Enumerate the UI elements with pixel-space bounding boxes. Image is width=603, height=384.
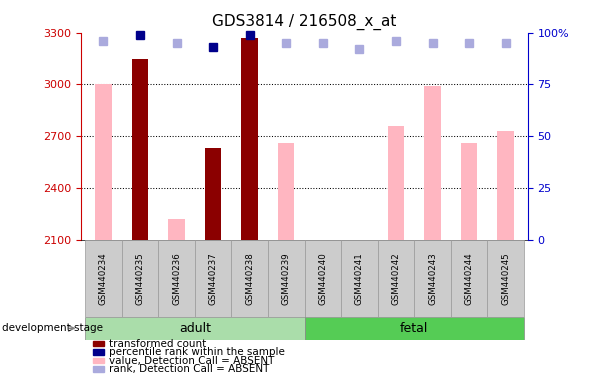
Text: percentile rank within the sample: percentile rank within the sample — [109, 347, 285, 357]
Bar — [205, 149, 221, 240]
Text: GSM440240: GSM440240 — [318, 252, 327, 305]
Title: GDS3814 / 216508_x_at: GDS3814 / 216508_x_at — [212, 14, 397, 30]
Text: GSM440245: GSM440245 — [501, 252, 510, 305]
Bar — [241, 38, 258, 240]
Bar — [158, 240, 195, 317]
Text: GSM440235: GSM440235 — [136, 252, 145, 305]
Bar — [388, 126, 404, 240]
Bar — [497, 131, 514, 240]
Text: GSM440239: GSM440239 — [282, 252, 291, 305]
Text: GSM440242: GSM440242 — [391, 252, 400, 305]
Bar — [93, 358, 104, 363]
Bar — [268, 240, 305, 317]
Bar — [85, 317, 305, 340]
Text: GSM440237: GSM440237 — [209, 252, 218, 305]
Bar — [487, 240, 524, 317]
Bar — [195, 240, 232, 317]
Bar — [414, 240, 451, 317]
Bar — [305, 240, 341, 317]
Bar — [305, 317, 524, 340]
Text: transformed count: transformed count — [109, 339, 206, 349]
Text: value, Detection Call = ABSENT: value, Detection Call = ABSENT — [109, 356, 274, 366]
Text: fetal: fetal — [400, 322, 428, 335]
Text: GSM440244: GSM440244 — [464, 252, 473, 305]
Bar — [131, 59, 148, 240]
Text: GSM440234: GSM440234 — [99, 252, 108, 305]
Bar — [85, 240, 122, 317]
Bar — [168, 219, 185, 240]
Text: development stage: development stage — [2, 323, 103, 333]
Bar — [93, 366, 104, 372]
Bar — [278, 143, 294, 240]
Text: adult: adult — [178, 322, 211, 335]
Bar — [93, 349, 104, 355]
Bar — [461, 143, 478, 240]
Bar — [95, 84, 112, 240]
Bar — [341, 240, 377, 317]
Text: GSM440243: GSM440243 — [428, 252, 437, 305]
Text: GSM440241: GSM440241 — [355, 252, 364, 305]
Bar — [232, 240, 268, 317]
Text: GSM440236: GSM440236 — [172, 252, 181, 305]
Bar — [93, 341, 104, 346]
Text: GSM440238: GSM440238 — [245, 252, 254, 305]
Bar — [451, 240, 487, 317]
Bar — [122, 240, 158, 317]
Bar — [377, 240, 414, 317]
Bar — [425, 86, 441, 240]
Text: rank, Detection Call = ABSENT: rank, Detection Call = ABSENT — [109, 364, 269, 374]
